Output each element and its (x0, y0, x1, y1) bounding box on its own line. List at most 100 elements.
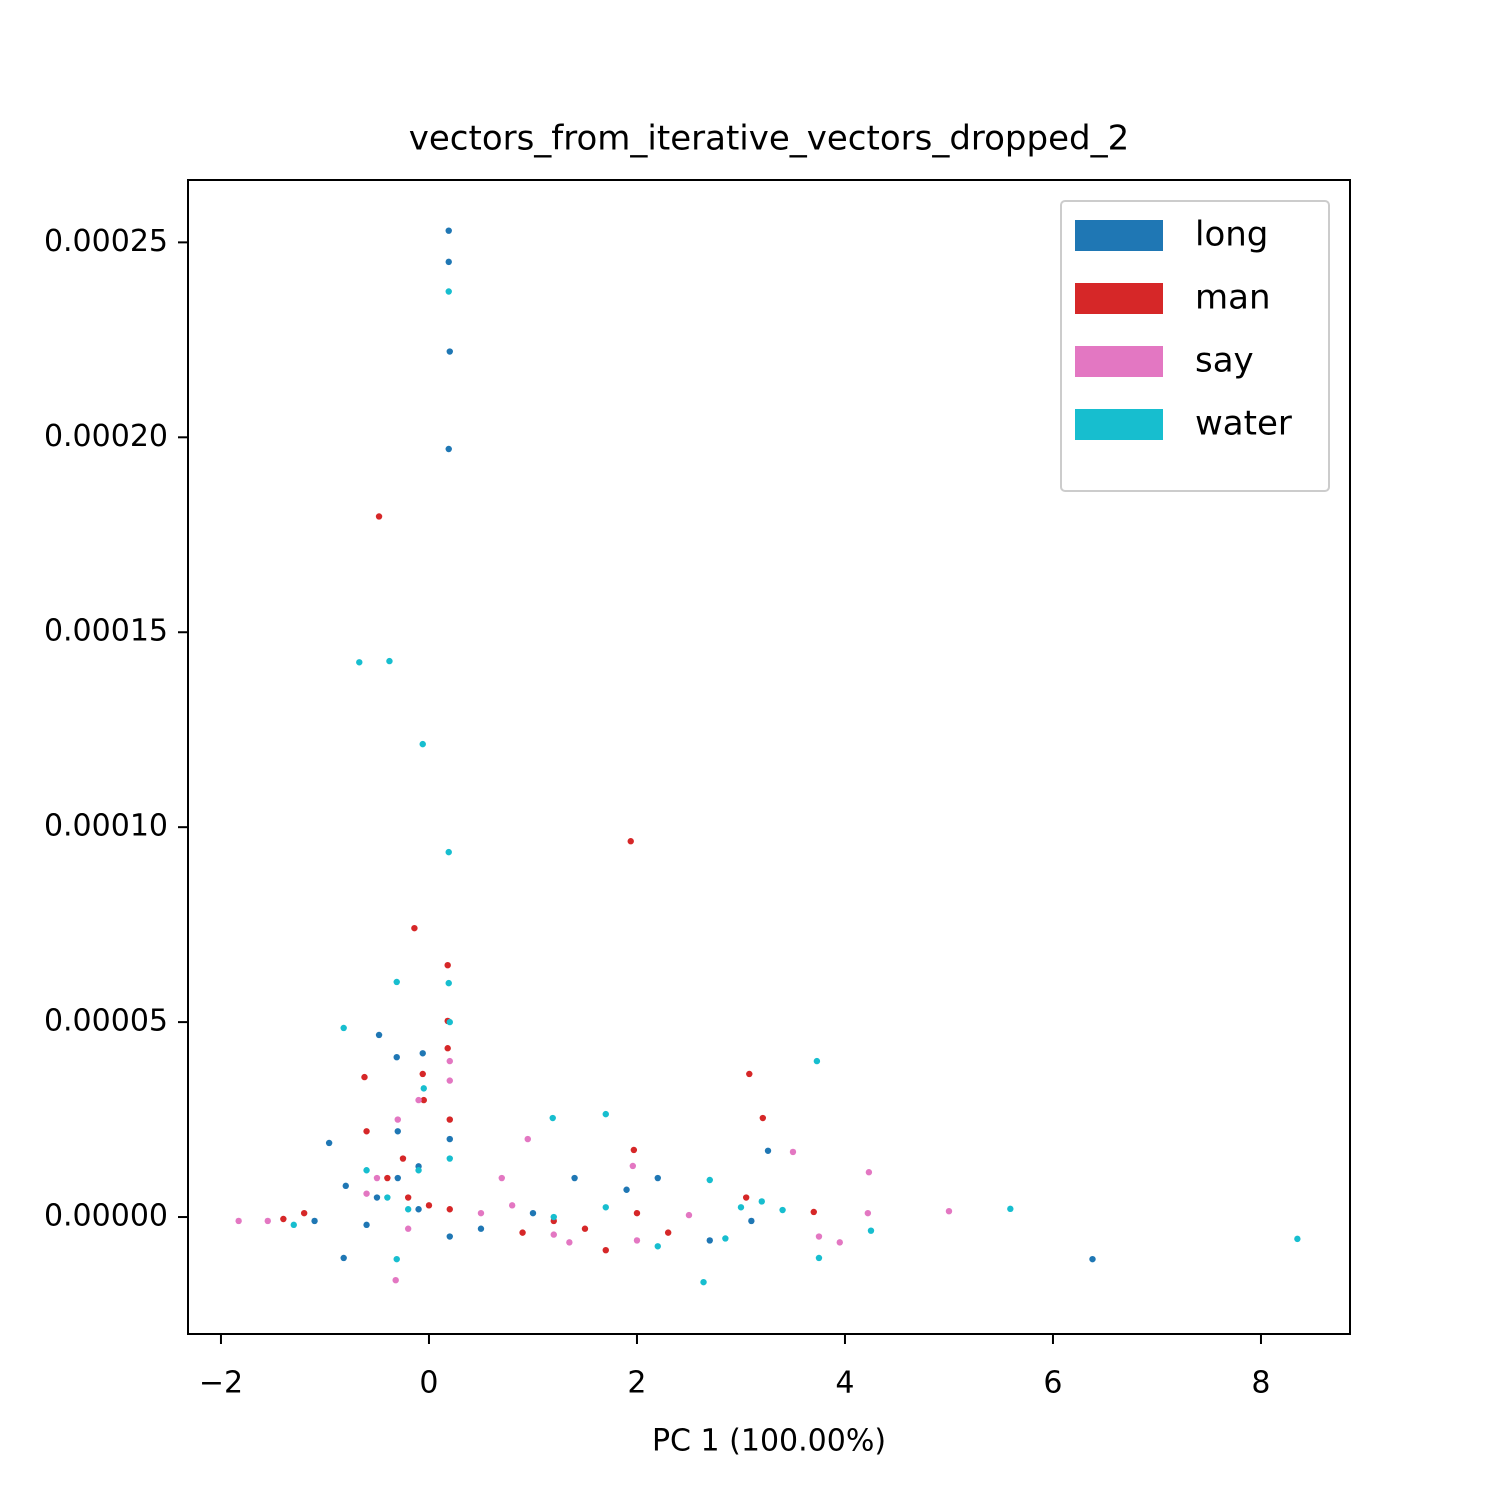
point (300, 1209, 308, 1217)
y-tick-label: 0.00000 (44, 1199, 168, 1234)
point (571, 1174, 578, 1182)
point (373, 1174, 381, 1182)
point (375, 513, 383, 520)
x-tick-label: 0 (419, 1366, 438, 1401)
point (550, 1231, 557, 1238)
point (758, 1198, 765, 1205)
point (815, 1233, 823, 1240)
point (420, 1096, 427, 1104)
legend-swatch (1075, 409, 1163, 440)
point (393, 1255, 400, 1263)
legend-swatch (1075, 220, 1163, 251)
point (340, 1254, 347, 1262)
point (356, 659, 363, 666)
point (815, 1254, 823, 1262)
point (393, 978, 400, 986)
x-tick-label: 6 (1043, 1366, 1062, 1401)
point (446, 1206, 453, 1213)
y-tick-label: 0.00015 (44, 614, 168, 649)
point (759, 1114, 767, 1122)
point (685, 1211, 693, 1219)
point (325, 1139, 333, 1147)
point (746, 1070, 753, 1078)
point (630, 1146, 638, 1154)
point (392, 1276, 399, 1284)
point (340, 1024, 347, 1032)
point (363, 1221, 370, 1229)
point (748, 1217, 755, 1225)
point (420, 1085, 427, 1092)
x-tick-label: 2 (627, 1366, 646, 1401)
point (394, 1174, 401, 1182)
point (399, 1155, 407, 1162)
point (411, 924, 418, 932)
x-tick-label: 8 (1251, 1366, 1270, 1401)
point (280, 1215, 287, 1223)
point (415, 1167, 422, 1174)
point (290, 1221, 297, 1229)
point (446, 1018, 453, 1026)
point (742, 1194, 750, 1201)
point (1294, 1235, 1301, 1243)
point (445, 445, 452, 453)
point (581, 1225, 589, 1232)
point (529, 1209, 537, 1217)
point (836, 1239, 843, 1246)
point (706, 1176, 713, 1184)
point (700, 1278, 707, 1286)
point (810, 1208, 817, 1216)
x-axis-label: PC 1 (100.00%) (652, 1424, 886, 1459)
point (864, 1209, 872, 1217)
point (419, 740, 426, 748)
point (627, 838, 634, 845)
point (419, 1070, 426, 1078)
point (446, 1077, 453, 1084)
point (623, 1186, 630, 1193)
legend-swatch (1075, 283, 1163, 314)
point (415, 1206, 422, 1213)
y-tick-label: 0.00025 (44, 224, 168, 259)
point (445, 288, 452, 295)
legend-label: say (1195, 341, 1254, 381)
plot-area (235, 227, 1301, 1286)
point (664, 1229, 672, 1236)
point (779, 1206, 786, 1214)
point (446, 1233, 453, 1240)
point (706, 1237, 713, 1244)
point (629, 1162, 637, 1170)
point (444, 1045, 451, 1052)
point (384, 1194, 391, 1201)
point (444, 961, 451, 969)
chart-title: vectors_from_iterative_vectors_dropped_2 (409, 119, 1129, 159)
point (394, 1128, 401, 1135)
legend-label: long (1195, 215, 1268, 255)
point (445, 258, 452, 266)
legend-label: man (1195, 278, 1271, 318)
point (764, 1147, 772, 1154)
point (373, 1194, 381, 1201)
point (419, 1050, 426, 1057)
point (446, 1135, 453, 1143)
point (446, 348, 453, 355)
point (342, 1182, 349, 1190)
point (235, 1217, 242, 1225)
legend: long man say water (1060, 200, 1330, 492)
y-tick-label: 0.00010 (44, 809, 168, 844)
point (602, 1110, 609, 1118)
point (445, 848, 452, 856)
y-tick-label: 0.00005 (44, 1004, 168, 1039)
point (384, 1174, 391, 1182)
point (945, 1207, 953, 1215)
point (508, 1202, 516, 1209)
point (813, 1057, 821, 1065)
point (566, 1239, 573, 1246)
point (446, 1057, 453, 1065)
point (477, 1225, 485, 1232)
point (524, 1135, 531, 1143)
point (375, 1031, 383, 1039)
point (633, 1237, 641, 1244)
point (865, 1169, 873, 1176)
point (361, 1073, 368, 1081)
point (519, 1229, 526, 1236)
point (1089, 1255, 1096, 1263)
